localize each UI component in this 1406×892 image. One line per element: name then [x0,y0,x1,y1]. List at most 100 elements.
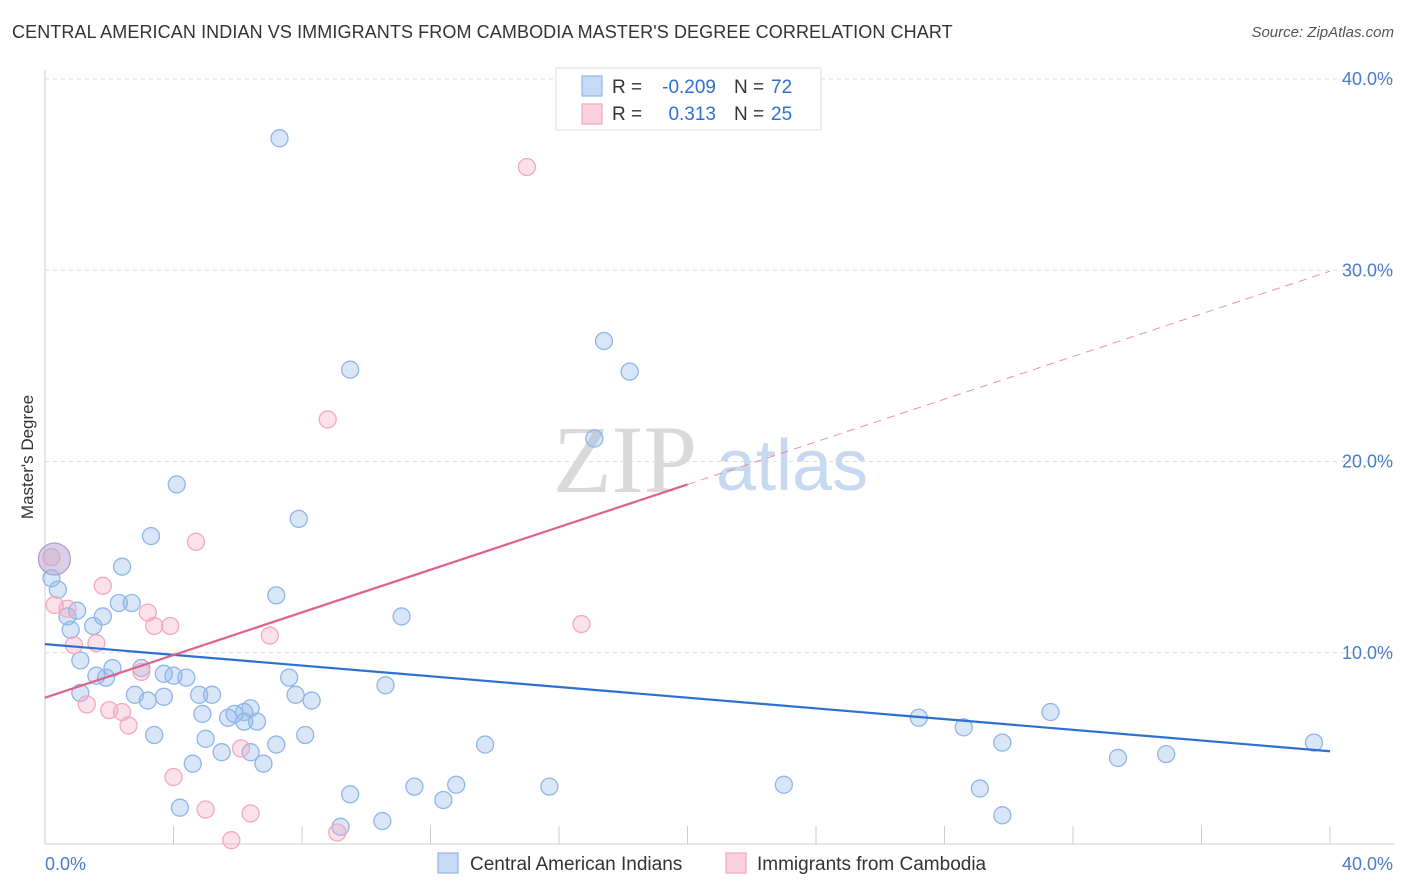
chart-title: CENTRAL AMERICAN INDIAN VS IMMIGRANTS FR… [12,22,953,42]
point-cambodia-22 [241,804,260,823]
series-label-1: Central American Indians [470,854,682,875]
point-cambodia-10 [260,626,280,645]
legend-swatch-pink [581,103,603,125]
point-central-american-37 [302,691,321,710]
point-cambodia-24 [328,823,347,842]
point-central-american-53 [254,754,273,773]
point-central-american-5 [167,475,186,494]
point-cambodia-13 [572,614,591,634]
point-central-american-7 [141,526,161,546]
y-tick-label-2: 30.0% [1342,260,1393,280]
x-tick-label-0: 0.0% [45,854,86,874]
point-central-american-64 [954,718,973,737]
point-central-american-50 [296,725,315,745]
point-central-american-27 [177,668,196,687]
point-central-american-29 [376,676,395,695]
x-axis-ticks [173,826,1331,844]
point-cambodia-19 [231,739,251,758]
legend-n-label-1: N = [734,77,764,98]
trend-line-cambodia-dashed [687,270,1331,485]
point-cambodia-20 [164,767,183,787]
point-central-american-61 [373,811,392,831]
point-central-american-44 [241,699,260,718]
point-central-american-58 [540,777,559,796]
point-central-american-65 [993,733,1012,752]
point-central-american-10 [48,580,67,599]
point-central-american-46 [196,729,215,748]
point-central-american-16 [58,607,77,626]
correlation-legend: R = -0.209 N = 72 R = 0.313 N = 25 [555,67,822,131]
trend-line-cambodia-solid [44,483,688,699]
point-central-american-13 [267,586,286,605]
point-cambodia-15 [77,695,96,714]
point-central-american-19 [84,616,103,636]
point-central-american-54 [341,785,360,804]
point-central-american-21 [103,658,122,678]
watermark-zip: ZIP [553,406,697,513]
point-central-american-69 [970,779,989,798]
point-central-american-34 [190,685,209,704]
y-tick-label-3: 40.0% [1342,69,1393,89]
y-axis-label: Master's Degree [18,395,37,519]
point-central-american-11 [109,593,129,613]
point-central-american-8 [112,557,132,576]
point-cambodia-4 [93,576,112,595]
y-tick-label-1: 20.0% [1342,452,1393,472]
point-highlight [37,542,72,576]
point-cambodia-9 [161,616,180,636]
point-central-american-57 [434,790,453,810]
chart-source: Source: ZipAtlas.com [1251,24,1394,41]
point-central-american-30 [71,683,90,703]
x-tick-labels: 0.0% 40.0% [45,854,1393,874]
point-central-american-12 [122,593,141,613]
legend-n-value-1: 72 [771,77,792,98]
point-central-american-56 [447,775,466,794]
point-central-american-32 [138,691,157,710]
point-central-american-51 [475,735,495,754]
point-central-american-14 [392,607,411,626]
point-central-american-1 [341,360,360,379]
legend-r-value-2: 0.313 [668,104,716,125]
legend-n-label-2: N = [734,104,764,125]
point-central-american-55 [405,777,424,796]
watermark-atlas: atlas [716,426,868,506]
point-central-american-18 [61,620,80,639]
series-swatch-pink [725,852,747,874]
legend-r-value-1: -0.209 [662,77,716,98]
point-central-american-4 [585,429,604,448]
point-cambodia-8 [145,616,164,636]
point-central-american-38 [193,704,212,724]
point-central-american-45 [145,725,164,745]
y-tick-label-0: 10.0% [1342,643,1393,663]
point-central-american-62 [774,775,794,794]
gridlines [45,78,1395,654]
point-central-american-59 [170,798,190,817]
point-central-american-2 [594,331,614,351]
point-cambodia-23 [222,831,241,850]
legend-swatch-blue [581,75,603,97]
point-cambodia-2 [186,532,206,551]
series-legend: Central American Indians Immigrants from… [437,852,987,875]
legend-r-label-1: R = [612,77,642,98]
y-tick-labels: 10.0% 20.0% 30.0% 40.0% [1342,69,1393,663]
trend-line-central-american [44,643,1331,753]
point-central-american-3 [620,362,639,381]
point-central-american-20 [71,651,90,670]
point-central-american-0 [270,129,289,148]
point-cambodia-1 [318,410,337,429]
point-cambodia-0 [517,157,537,177]
legend-r-label-2: R = [612,104,642,125]
point-central-american-48 [241,743,260,762]
trend-lines [44,270,1331,753]
point-central-american-47 [212,743,231,762]
point-central-american-17 [93,607,112,626]
point-central-american-6 [289,509,308,529]
point-central-american-28 [279,668,299,687]
data-points [37,129,1324,850]
point-cambodia-6 [58,599,77,618]
point-central-american-67 [1108,748,1128,768]
legend-n-value-2: 25 [771,104,792,125]
series-label-2: Immigrants from Cambodia [757,854,987,875]
point-central-american-33 [154,687,174,706]
